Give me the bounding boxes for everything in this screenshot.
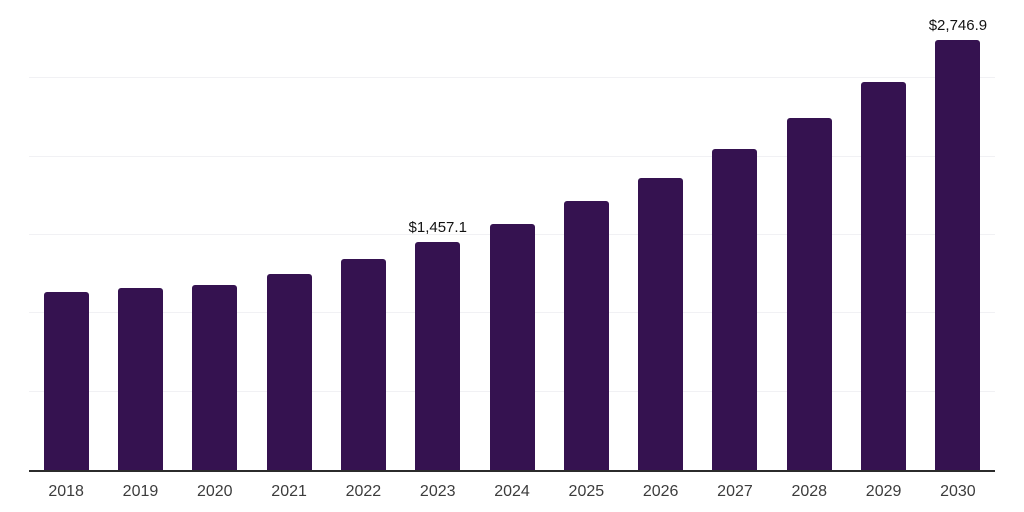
- bar-slot-2018: [29, 0, 103, 470]
- gridline-2000: [29, 155, 995, 157]
- plot-area: $1,457.1 $2,746.9: [29, 0, 995, 472]
- bar-slot-2029: [846, 0, 920, 470]
- bar-2020: [192, 284, 238, 470]
- bar-slot-2028: [772, 0, 846, 470]
- x-tick-label-2028: 2028: [791, 483, 828, 500]
- x-tick-label-2030: 2030: [940, 483, 976, 500]
- bar-slot-2024: [475, 0, 549, 470]
- bar-2023: [415, 241, 461, 470]
- x-tick-label-2025: 2025: [568, 483, 605, 500]
- bar-2028: [786, 118, 832, 470]
- bar-slot-2026: [624, 0, 698, 470]
- value-label-2030: $2,746.9: [928, 16, 988, 34]
- bar-slot-2030: $2,746.9: [921, 0, 995, 470]
- bar-2025: [563, 200, 609, 470]
- x-axis-labels: 2018 2019 2020 2021 2022 2023 2024 2025 2026 2027…: [29, 482, 995, 502]
- x-tick-label-2027: 2027: [717, 483, 753, 500]
- bar-slot-2022: [326, 0, 400, 470]
- bar-2022: [340, 258, 386, 470]
- x-tick-label-2023: 2023: [419, 483, 456, 500]
- bar-2021: [266, 273, 312, 470]
- bar-2018: [43, 291, 89, 470]
- bar-2029: [861, 81, 907, 470]
- bar-slot-2027: [698, 0, 772, 470]
- bar-2024: [489, 224, 535, 470]
- gridline-2500: [29, 77, 995, 79]
- bar-slot-2021: [252, 0, 326, 470]
- value-label-2023: $1,457.1: [408, 218, 467, 236]
- bar-2019: [117, 287, 163, 470]
- bar-slot-2025: [549, 0, 623, 470]
- bar-slot-2019: [103, 0, 177, 470]
- bar-slot-2023: $1,457.1: [401, 0, 475, 470]
- x-tick-label-2022: 2022: [345, 483, 382, 500]
- x-tick-label-2018: 2018: [48, 483, 84, 500]
- x-tick-label-2019: 2019: [122, 483, 159, 500]
- x-tick-label-2020: 2020: [196, 483, 233, 500]
- bar-2030: [935, 39, 981, 470]
- bar-2027: [712, 149, 758, 470]
- x-tick-label-2026: 2026: [642, 483, 679, 500]
- bar-2026: [638, 178, 684, 470]
- x-tick-label-2024: 2024: [494, 483, 530, 500]
- bars-row: $1,457.1 $2,746.9: [29, 0, 995, 470]
- x-tick-label-2021: 2021: [271, 483, 307, 500]
- bar-slot-2020: [178, 0, 252, 470]
- x-tick-label-2029: 2029: [865, 483, 902, 500]
